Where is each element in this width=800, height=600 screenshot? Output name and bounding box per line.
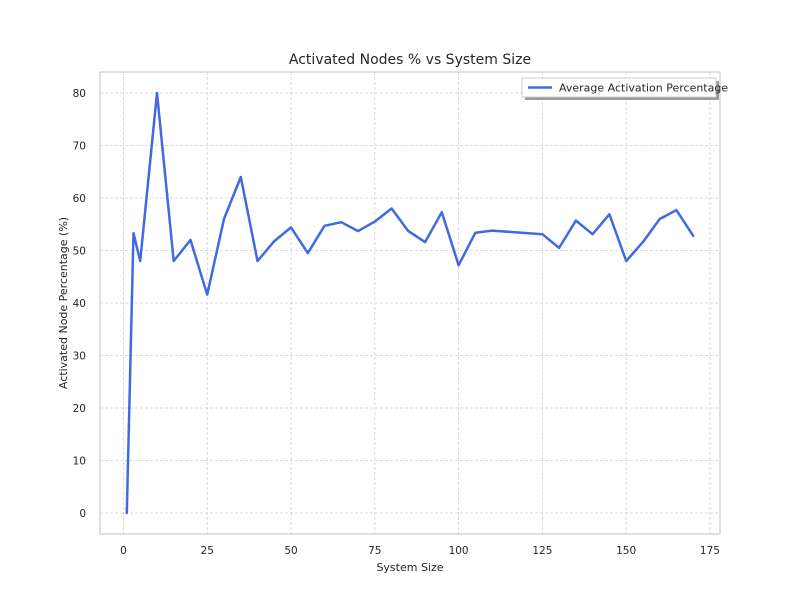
legend: Average Activation Percentage [521, 77, 728, 100]
x-tick-label: 25 [201, 545, 214, 557]
y-tick-label: 50 [73, 246, 86, 258]
x-tick-label: 100 [449, 545, 469, 557]
y-tick-label: 0 [79, 508, 86, 520]
y-tick-label: 30 [73, 351, 86, 363]
x-tick-label: 175 [700, 545, 720, 557]
y-tick-label: 40 [73, 298, 86, 310]
series-layer [125, 91, 695, 515]
plot-frame [99, 71, 721, 535]
x-tick-label: 50 [284, 545, 297, 557]
y-tick-label: 70 [73, 141, 86, 153]
series-line [125, 91, 695, 515]
chart-title: Activated Nodes % vs System Size [289, 52, 531, 68]
legend-box [521, 77, 717, 98]
y-axis-ticks: 0 10 20 30 40 50 60 70 80 [73, 88, 86, 520]
y-tick-label: 80 [73, 88, 86, 100]
legend-entry-label: Average Activation Percentage [559, 82, 728, 95]
x-tick-label: 75 [368, 545, 381, 557]
y-tick-label: 10 [73, 456, 86, 468]
x-tick-label: 0 [120, 545, 127, 557]
x-axis-ticks: 0 25 50 75 100 125 150 175 [120, 545, 720, 557]
y-tick-label: 60 [73, 193, 86, 205]
y-tick-label: 20 [73, 403, 86, 415]
x-tick-label: 150 [616, 545, 636, 557]
grid [100, 72, 720, 534]
x-tick-label: 125 [532, 545, 552, 557]
x-axis-label: System Size [376, 561, 443, 574]
y-axis-label: Activated Node Percentage (%) [57, 217, 70, 389]
